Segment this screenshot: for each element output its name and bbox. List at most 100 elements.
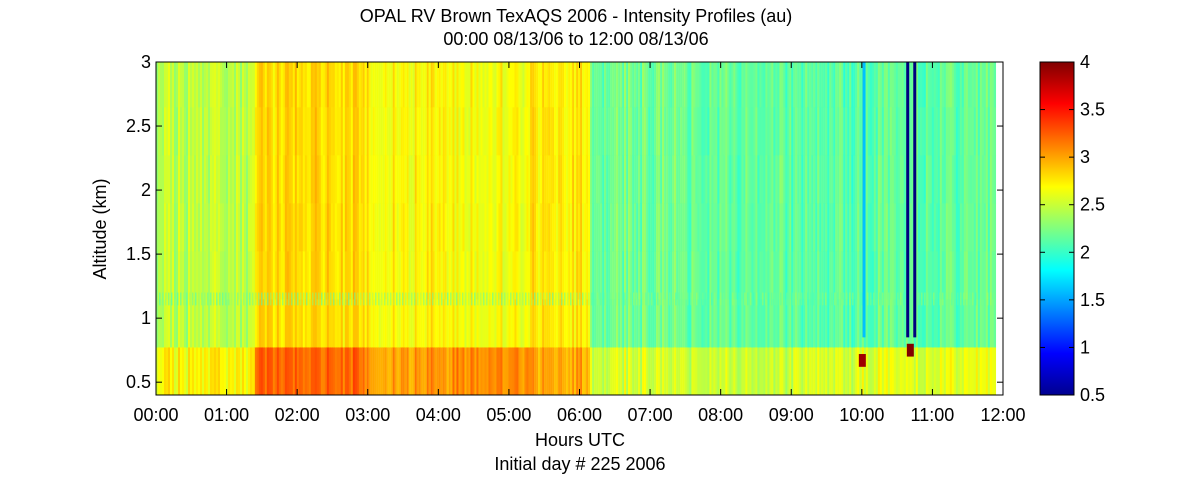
heatmap-cell xyxy=(200,298,203,348)
heatmap-cell xyxy=(845,298,848,348)
heatmap-cell xyxy=(374,346,377,395)
heatmap-cell xyxy=(334,202,338,252)
heatmap-cell xyxy=(418,202,421,252)
heatmap-cell xyxy=(813,154,816,204)
heatmap-cell xyxy=(384,106,387,156)
heatmap-cell xyxy=(612,62,615,108)
heatmap-cell xyxy=(849,202,852,252)
heatmap-cell xyxy=(354,62,358,108)
heatmap-cell xyxy=(206,154,209,204)
heatmap-cell xyxy=(895,106,899,156)
noise-band-cell xyxy=(993,292,995,306)
heatmap-cell xyxy=(849,154,852,204)
heatmap-cell xyxy=(262,154,266,204)
heatmap-cell xyxy=(695,202,698,252)
heatmap-cell xyxy=(949,346,953,395)
noise-band-cell xyxy=(681,292,683,306)
heatmap-cell xyxy=(252,106,255,156)
heatmap-cell xyxy=(895,298,899,348)
heatmap-cell xyxy=(803,62,806,108)
heatmap-cell xyxy=(512,154,515,204)
heatmap-cell xyxy=(572,106,575,156)
heatmap-cell xyxy=(518,62,521,108)
heatmap-cell xyxy=(364,106,367,156)
heatmap-cell xyxy=(530,346,533,395)
heatmap-cell xyxy=(578,154,581,204)
heatmap-cell xyxy=(500,154,503,204)
heatmap-cell xyxy=(935,154,939,204)
heatmap-cell xyxy=(228,202,231,252)
heatmap-cell xyxy=(302,154,306,204)
heatmap-cell xyxy=(254,202,258,252)
heatmap-cell xyxy=(582,62,585,108)
heatmap-cell xyxy=(236,202,239,252)
heatmap-cell xyxy=(879,62,883,108)
heatmap-cell xyxy=(164,202,167,252)
heatmap-cell xyxy=(196,62,199,108)
heatmap-cell xyxy=(490,202,493,252)
heatmap-cell xyxy=(522,62,525,108)
heatmap-cell xyxy=(272,250,276,300)
heatmap-cell xyxy=(500,202,503,252)
heatmap-cell xyxy=(244,62,247,108)
heatmap-cell xyxy=(168,298,171,348)
heatmap-cell xyxy=(276,106,280,156)
noise-band-cell xyxy=(627,292,629,306)
noise-band-cell xyxy=(954,292,956,306)
heatmap-cell xyxy=(823,298,826,348)
heatmap-cell xyxy=(430,154,433,204)
heatmap-cell xyxy=(232,346,235,395)
heatmap-cell xyxy=(731,154,734,204)
heatmap-cell xyxy=(210,62,213,108)
noise-band-cell xyxy=(876,292,878,306)
noise-band-cell xyxy=(858,292,860,306)
heatmap-cell xyxy=(268,346,272,395)
heatmap-cell xyxy=(743,202,746,252)
noise-band-cell xyxy=(327,292,329,306)
heatmap-cell xyxy=(546,106,549,156)
heatmap-cell xyxy=(214,346,217,395)
heatmap-cell xyxy=(951,346,955,395)
heatmap-cell xyxy=(494,106,497,156)
heatmap-cell xyxy=(350,250,354,300)
heatmap-cell xyxy=(284,346,288,395)
heatmap-cell xyxy=(857,298,860,348)
heatmap-cell xyxy=(488,62,491,108)
heatmap-cell xyxy=(462,202,465,252)
heatmap-cell xyxy=(556,250,559,300)
heatmap-cell xyxy=(324,202,328,252)
heatmap-cell xyxy=(640,298,643,348)
heatmap-cell xyxy=(234,298,237,348)
heatmap-cell xyxy=(927,154,931,204)
heatmap-cell xyxy=(448,154,451,204)
heatmap-cell xyxy=(344,346,348,395)
heatmap-cell xyxy=(260,250,264,300)
heatmap-cell xyxy=(496,298,499,348)
heatmap-cell xyxy=(929,202,933,252)
heatmap-cell xyxy=(292,106,296,156)
heatmap-cell xyxy=(342,106,346,156)
heatmap-cell xyxy=(448,346,451,395)
heatmap-cell xyxy=(430,298,433,348)
heatmap-cell xyxy=(224,154,227,204)
heatmap-cell xyxy=(789,106,792,156)
heatmap-cell xyxy=(294,202,298,252)
heatmap-cell xyxy=(809,298,812,348)
heatmap-cell xyxy=(733,346,736,395)
heatmap-cell xyxy=(680,106,683,156)
heatmap-cell xyxy=(550,250,553,300)
heatmap-cell xyxy=(610,62,613,108)
heatmap-cell xyxy=(546,154,549,204)
heatmap-cell xyxy=(544,250,547,300)
heatmap-cell xyxy=(182,298,185,348)
heatmap-cell xyxy=(490,346,493,395)
heatmap-cell xyxy=(626,250,629,300)
heatmap-cell xyxy=(298,298,302,348)
heatmap-cell xyxy=(931,202,935,252)
heatmap-cell xyxy=(773,106,776,156)
heatmap-cell xyxy=(592,154,595,204)
heatmap-cell xyxy=(220,250,223,300)
heatmap-cell xyxy=(841,346,844,395)
heatmap-cell xyxy=(749,106,752,156)
heatmap-cell xyxy=(785,298,788,348)
